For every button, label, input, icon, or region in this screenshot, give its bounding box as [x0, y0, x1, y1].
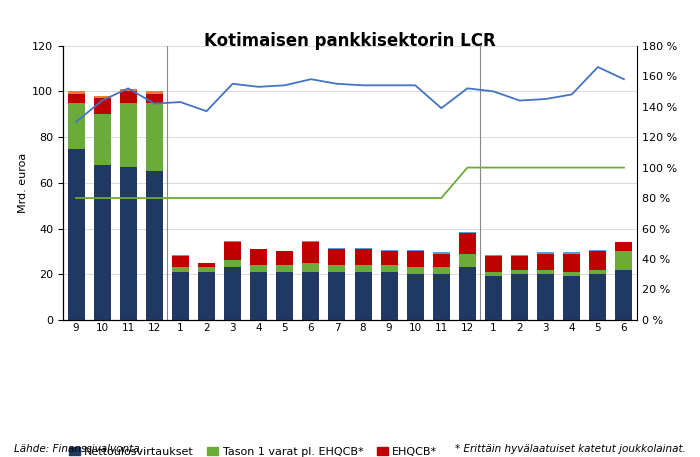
Bar [302, 241, 319, 242]
Bar [328, 248, 345, 249]
Bar [537, 254, 554, 270]
Bar [120, 167, 136, 320]
Bar [276, 251, 293, 265]
Bar [68, 94, 85, 103]
Bar [172, 272, 189, 320]
Bar [485, 255, 502, 256]
Bar [589, 251, 606, 270]
Bar [381, 272, 398, 320]
Bar [146, 103, 163, 171]
Bar [68, 149, 85, 320]
Bar [355, 249, 372, 265]
Bar [172, 256, 189, 267]
Bar [355, 265, 372, 272]
Bar [459, 232, 476, 233]
Bar [94, 165, 111, 320]
Bar [485, 276, 502, 320]
Bar [459, 233, 476, 254]
Bar [224, 241, 241, 242]
Bar [615, 270, 632, 320]
Bar [589, 274, 606, 320]
Bar [146, 171, 163, 320]
Bar [511, 255, 528, 256]
Bar [589, 250, 606, 251]
Bar [198, 272, 215, 320]
Bar [146, 94, 163, 103]
Bar [589, 270, 606, 274]
Bar [328, 249, 345, 265]
Bar [407, 251, 424, 267]
Bar [511, 274, 528, 320]
Bar [511, 256, 528, 270]
Bar [224, 260, 241, 267]
Bar [381, 251, 398, 265]
Bar [485, 272, 502, 276]
Text: * Erittäin hyvälaatuiset katetut joukkolainat.: * Erittäin hyvälaatuiset katetut joukkol… [455, 444, 686, 454]
Bar [381, 250, 398, 251]
Bar [433, 267, 450, 274]
Bar [537, 253, 554, 254]
Bar [120, 103, 136, 167]
Bar [328, 272, 345, 320]
Bar [250, 265, 267, 272]
Text: Lähde: Finanssivalvonta.: Lähde: Finanssivalvonta. [14, 444, 143, 454]
Y-axis label: Mrd. euroa: Mrd. euroa [18, 153, 28, 213]
Bar [172, 255, 189, 256]
Bar [407, 250, 424, 251]
Bar [276, 272, 293, 320]
Bar [94, 96, 111, 98]
Bar [537, 274, 554, 320]
Bar [250, 249, 267, 265]
Bar [224, 242, 241, 260]
Bar [68, 91, 85, 94]
Bar [485, 256, 502, 272]
Bar [433, 274, 450, 320]
Bar [120, 91, 136, 103]
Bar [94, 114, 111, 165]
Bar [302, 263, 319, 272]
Bar [328, 265, 345, 272]
Bar [433, 254, 450, 267]
Bar [511, 270, 528, 274]
Text: Kotimaisen pankkisektorin LCR: Kotimaisen pankkisektorin LCR [204, 32, 496, 50]
Bar [564, 276, 580, 320]
Bar [250, 272, 267, 320]
Bar [276, 265, 293, 272]
Bar [198, 267, 215, 272]
Bar [355, 248, 372, 249]
Bar [564, 253, 580, 254]
Bar [459, 267, 476, 320]
Bar [172, 267, 189, 272]
Bar [459, 254, 476, 267]
Bar [302, 272, 319, 320]
Bar [355, 272, 372, 320]
Bar [407, 267, 424, 274]
Bar [615, 242, 632, 251]
Bar [302, 242, 319, 263]
Bar [381, 265, 398, 272]
Bar [224, 267, 241, 320]
Bar [68, 103, 85, 149]
Bar [615, 251, 632, 270]
Bar [198, 263, 215, 267]
Bar [564, 272, 580, 276]
Bar [146, 91, 163, 94]
Bar [407, 274, 424, 320]
Bar [433, 253, 450, 254]
Bar [537, 270, 554, 274]
Bar [564, 254, 580, 272]
Bar [120, 89, 136, 91]
Bar [94, 98, 111, 114]
